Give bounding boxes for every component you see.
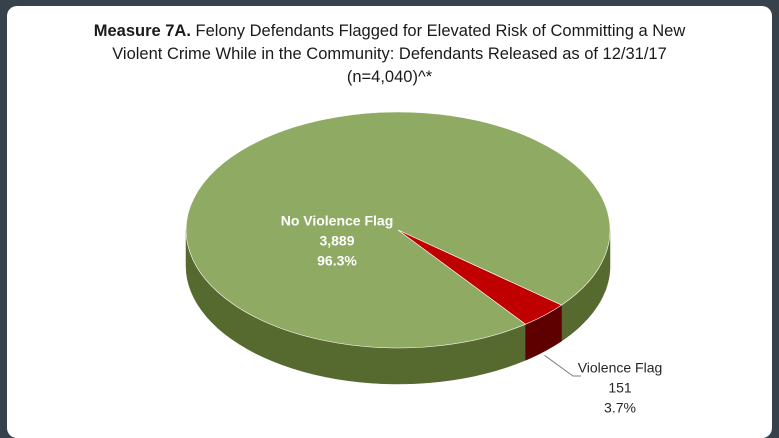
slice-label: No Violence Flag: [281, 213, 394, 229]
slice-label: Violence Flag: [578, 360, 663, 376]
chart-panel: Measure 7A. Felony Defendants Flagged fo…: [7, 6, 772, 438]
title-text: Felony Defendants Flagged for Elevated R…: [112, 22, 686, 86]
slice-percent: 96.3%: [317, 253, 357, 269]
slice-value: 151: [608, 380, 632, 396]
slice-value: 3,889: [319, 233, 354, 249]
title-bold: Measure 7A.: [93, 22, 191, 40]
pie-slice: [397, 229, 563, 325]
chart-title: Measure 7A. Felony Defendants Flagged fo…: [77, 20, 702, 89]
slice-percent: 3.7%: [604, 400, 636, 416]
chart: No Violence Flag 3,889 96.3% Violence Flag 1…: [185, 111, 663, 416]
leader-line: [544, 354, 581, 377]
